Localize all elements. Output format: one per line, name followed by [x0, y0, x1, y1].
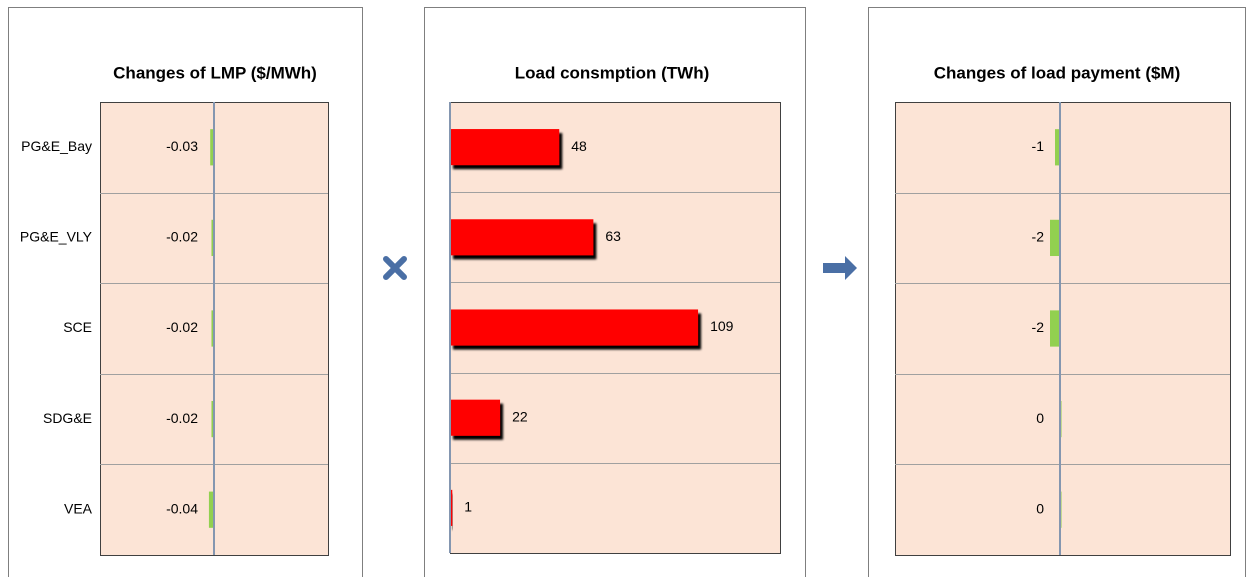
value-label: 48 [571, 138, 587, 154]
bar [208, 491, 214, 528]
bar [450, 219, 594, 256]
category-label: VEA [64, 500, 93, 516]
bar [211, 310, 214, 347]
bar [450, 309, 699, 346]
value-label: -1 [1032, 138, 1045, 154]
value-label: -0.02 [166, 229, 198, 245]
value-label: 0 [1036, 500, 1044, 516]
value-label: 63 [605, 228, 621, 244]
bar [210, 129, 214, 166]
category-label: PG&E_Bay [21, 138, 92, 154]
bar [450, 399, 501, 436]
chart-title: Changes of load payment ($M) [934, 63, 1181, 82]
arrow-icon [823, 256, 857, 280]
chart-title: Load consmption (TWh) [515, 63, 710, 82]
bar [1050, 310, 1060, 347]
bar [450, 489, 453, 526]
bar [211, 219, 214, 257]
chart-title: Changes of LMP ($/MWh) [113, 63, 317, 82]
value-label: 1 [464, 499, 472, 515]
value-label: -0.04 [166, 500, 198, 516]
value-label: -0.02 [166, 319, 198, 335]
bar [1050, 219, 1060, 257]
value-label: -2 [1032, 229, 1045, 245]
category-label: SDG&E [43, 410, 92, 426]
value-label: -0.02 [166, 410, 198, 426]
category-label: SCE [63, 319, 92, 335]
value-label: -0.03 [166, 138, 198, 154]
plot-area [895, 102, 1231, 556]
bar [211, 400, 214, 438]
bar [450, 129, 560, 166]
category-label: PG&E_VLY [20, 229, 93, 245]
bar [1055, 129, 1060, 166]
value-label: 109 [710, 318, 734, 334]
value-label: -2 [1032, 319, 1045, 335]
value-label: 0 [1036, 410, 1044, 426]
multiply-icon [383, 256, 407, 280]
value-label: 22 [512, 408, 528, 424]
